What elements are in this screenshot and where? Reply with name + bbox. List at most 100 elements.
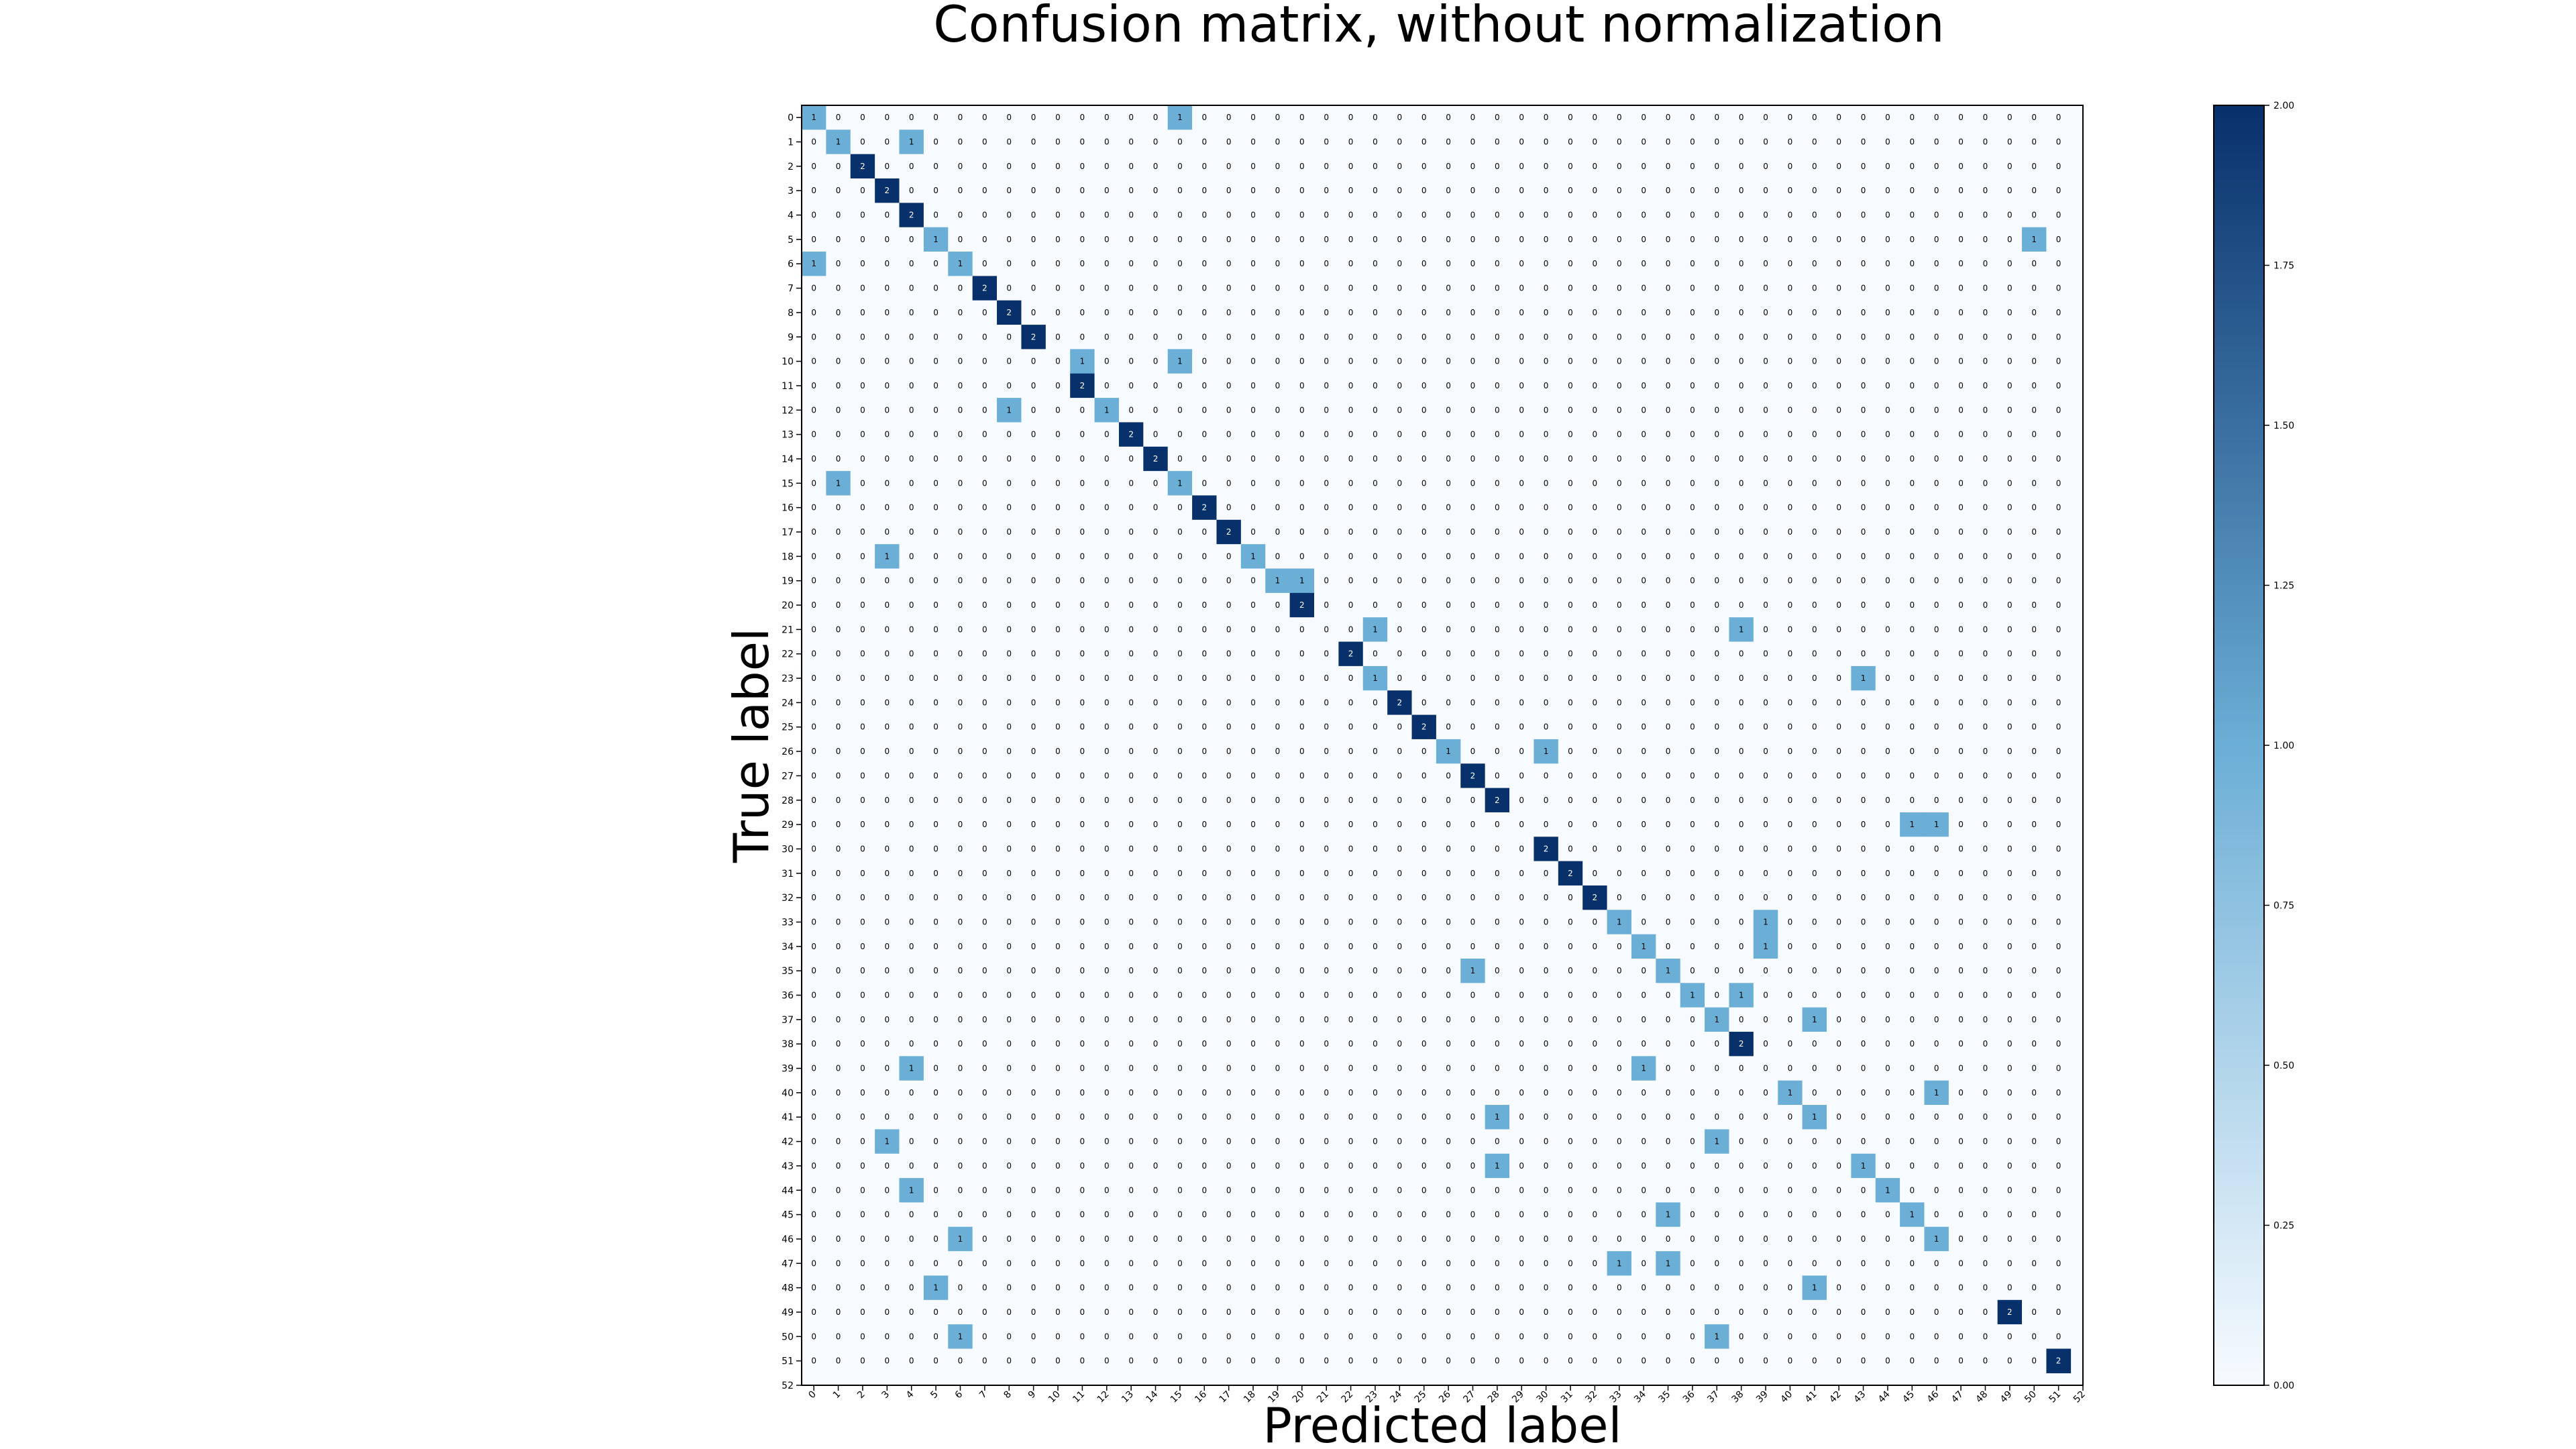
- heatmap-cell-label: 0: [2031, 942, 2037, 951]
- heatmap-cell-label: 0: [1397, 503, 1403, 513]
- heatmap-cell-label: 0: [1568, 674, 1573, 683]
- heatmap-cell-label: 0: [1031, 259, 1036, 268]
- heatmap-cell-label: 0: [2007, 1210, 2012, 1220]
- heatmap-cell-label: 0: [1324, 235, 1329, 244]
- heatmap-cell-label: 0: [2056, 1258, 2061, 1268]
- heatmap-cell-label: 0: [909, 649, 914, 659]
- heatmap-cell-label: 0: [958, 796, 963, 805]
- heatmap-cell-label: 0: [1250, 844, 1256, 853]
- heatmap-cell-label: 0: [1080, 551, 1085, 561]
- heatmap-cell-label: 0: [1177, 1258, 1183, 1268]
- heatmap-cell: [1314, 129, 1339, 154]
- heatmap-cell-label: 0: [1885, 625, 1890, 634]
- heatmap-cell-label: 0: [1104, 1234, 1110, 1244]
- heatmap-cell-label: 0: [933, 698, 938, 707]
- heatmap-cell-label: 0: [1250, 162, 1256, 171]
- heatmap-cell-label: 0: [933, 722, 938, 732]
- heatmap-cell-label: 0: [860, 600, 865, 610]
- heatmap-cell-label: 0: [1153, 747, 1159, 756]
- heatmap-cell-label: 0: [811, 138, 816, 147]
- heatmap-cell-label: 0: [1128, 332, 1134, 341]
- heatmap-cell-label: 0: [1763, 1064, 1768, 1073]
- heatmap-cell-label: 0: [2031, 138, 2037, 147]
- heatmap-cell-label: 0: [1275, 747, 1281, 756]
- heatmap-cell-label: 0: [1226, 259, 1232, 268]
- heatmap-cell: [1265, 203, 1290, 228]
- heatmap-cell-label: 0: [1763, 649, 1768, 659]
- heatmap-cell-label: 0: [1836, 186, 1841, 195]
- heatmap-cell-label: 0: [1421, 625, 1427, 634]
- heatmap-cell: [1387, 154, 1412, 179]
- heatmap-cell-label: 0: [1739, 576, 1744, 586]
- heatmap-cell-label: 0: [1201, 722, 1207, 732]
- heatmap-cell-label: 0: [1201, 1088, 1207, 1097]
- heatmap-cell-label: 0: [909, 771, 914, 780]
- heatmap-cell-label: 0: [1470, 527, 1476, 537]
- heatmap-cell-label: 0: [1348, 625, 1354, 634]
- heatmap-cell-label: 0: [1177, 381, 1183, 390]
- heatmap-cell-label: 0: [909, 796, 914, 805]
- heatmap-cell: [1362, 129, 1388, 154]
- heatmap-cell-label: 1: [885, 551, 890, 561]
- heatmap-cell-label: 0: [1641, 308, 1646, 317]
- heatmap-cell-label: 0: [2056, 478, 2061, 488]
- heatmap-cell-label: 0: [1763, 844, 1768, 853]
- heatmap-cell-label: 0: [1226, 454, 1232, 464]
- heatmap-cell-label: 0: [1836, 405, 1841, 415]
- heatmap-cell-label: 0: [1495, 600, 1500, 610]
- heatmap-cell-label: 0: [1299, 430, 1305, 439]
- heatmap-cell-label: 0: [1080, 820, 1085, 829]
- heatmap-cell-label: 0: [1055, 454, 1061, 464]
- heatmap-cell-label: 0: [2031, 1112, 2037, 1122]
- heatmap-cell-label: 0: [1373, 576, 1378, 586]
- heatmap-cell-label: 0: [1421, 284, 1427, 293]
- heatmap-cell-label: 0: [1568, 625, 1573, 634]
- heatmap-cell-label: 0: [1397, 381, 1403, 390]
- heatmap-cell-label: 0: [1226, 1161, 1232, 1171]
- heatmap-cell: [850, 203, 875, 228]
- heatmap-cell-label: 0: [1055, 527, 1061, 537]
- heatmap-cell-label: 0: [1128, 869, 1134, 878]
- heatmap-cell-label: 0: [1006, 1161, 1012, 1171]
- heatmap-cell-label: 0: [1446, 869, 1451, 878]
- heatmap-cell-label: 0: [1958, 357, 1964, 366]
- heatmap-cell-label: 0: [1519, 284, 1524, 293]
- heatmap-cell-label: 0: [1958, 332, 1964, 341]
- heatmap-cell-label: 0: [1177, 625, 1183, 634]
- heatmap-cell-label: 0: [811, 235, 816, 244]
- heatmap-cell-label: 0: [1250, 430, 1256, 439]
- heatmap-cell-label: 0: [1568, 1185, 1573, 1195]
- heatmap-cell-label: 0: [909, 527, 914, 537]
- heatmap-cell-label: 0: [1666, 1064, 1671, 1073]
- heatmap-cell-label: 0: [1250, 454, 1256, 464]
- heatmap-cell-label: 0: [1763, 357, 1768, 366]
- heatmap-cell-label: 0: [1641, 430, 1646, 439]
- heatmap-cell-label: 0: [1031, 1185, 1036, 1195]
- heatmap-cell-label: 0: [1641, 771, 1646, 780]
- heatmap-cell-label: 0: [1593, 551, 1598, 561]
- heatmap-cell-label: 0: [1836, 430, 1841, 439]
- heatmap-cell-label: 0: [933, 966, 938, 975]
- heatmap-cell-label: 0: [1812, 1039, 1817, 1049]
- heatmap-cell-label: 0: [1812, 259, 1817, 268]
- heatmap-cell-label: 0: [1836, 503, 1841, 513]
- heatmap-cell-label: 0: [1690, 284, 1695, 293]
- heatmap-cell-label: 0: [982, 1064, 987, 1073]
- heatmap-cell-label: 0: [1714, 942, 1719, 951]
- heatmap-cell-label: 0: [1373, 113, 1378, 122]
- heatmap-cell-label: 0: [1934, 1137, 1939, 1146]
- heatmap-cell-label: 0: [860, 1185, 865, 1195]
- heatmap-cell-label: 0: [836, 186, 841, 195]
- heatmap-cell-label: 0: [1519, 844, 1524, 853]
- heatmap-cell-label: 0: [1739, 1015, 1744, 1024]
- heatmap-cell-label: 0: [1861, 844, 1866, 853]
- heatmap-cell-label: 0: [1055, 674, 1061, 683]
- heatmap-cell-label: 0: [1519, 820, 1524, 829]
- heatmap-cell-label: 0: [909, 600, 914, 610]
- heatmap-cell-label: 0: [1836, 454, 1841, 464]
- heatmap-cell-label: 0: [1104, 674, 1110, 683]
- heatmap-cell-label: 0: [811, 1064, 816, 1073]
- heatmap-cell-label: 0: [811, 1258, 816, 1268]
- heatmap-cell-label: 0: [1739, 381, 1744, 390]
- heatmap-cell-label: 0: [909, 966, 914, 975]
